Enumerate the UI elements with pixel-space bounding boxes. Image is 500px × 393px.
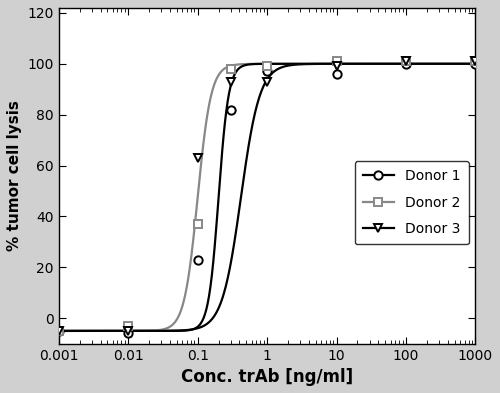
X-axis label: Conc. trAb [ng/ml]: Conc. trAb [ng/ml] [181,368,353,386]
Y-axis label: % tumor cell lysis: % tumor cell lysis [7,100,22,251]
Legend: Donor 1, Donor 2, Donor 3: Donor 1, Donor 2, Donor 3 [354,161,469,244]
